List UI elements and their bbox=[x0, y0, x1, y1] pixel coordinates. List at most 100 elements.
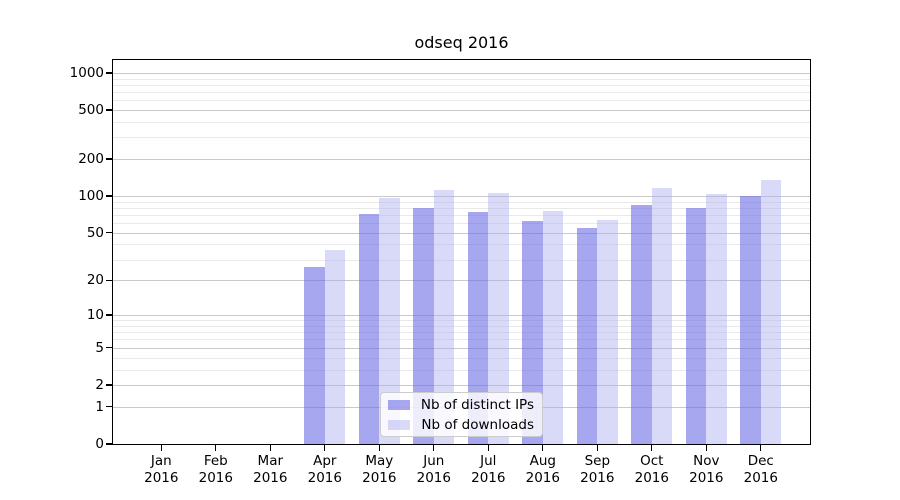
y-tick-label-1: 1 bbox=[95, 398, 104, 415]
bar-distinct-ips-jun bbox=[413, 207, 434, 444]
legend-row-distinct-ips: Nb of distinct IPs bbox=[388, 397, 534, 413]
y-gridline-major bbox=[113, 72, 810, 74]
y-tick-label-5: 5 bbox=[95, 339, 104, 356]
x-tick-year: 2016 bbox=[144, 469, 179, 486]
y-tick-mark bbox=[106, 279, 113, 282]
y-gridline-minor bbox=[113, 100, 810, 102]
x-tick-year: 2016 bbox=[253, 469, 288, 486]
bar-downloads-nov bbox=[706, 194, 727, 444]
y-tick-label-2: 2 bbox=[95, 376, 104, 393]
y-tick-mark bbox=[106, 443, 113, 445]
x-tick-year: 2016 bbox=[525, 469, 560, 486]
x-tick-label-jun: Jun 2016 bbox=[402, 453, 466, 486]
x-tick-label-mar: Mar 2016 bbox=[238, 453, 302, 486]
bar-downloads-oct bbox=[651, 188, 673, 444]
x-tick-label-nov: Nov 2016 bbox=[674, 453, 738, 486]
y-gridline-major bbox=[113, 232, 810, 234]
x-tick-label-apr: Apr 2016 bbox=[293, 453, 357, 486]
y-tick-mark bbox=[106, 406, 113, 408]
x-tick-year: 2016 bbox=[580, 469, 615, 486]
y-tick-mark bbox=[106, 72, 113, 74]
y-gridline-major bbox=[113, 347, 810, 349]
y-gridline-minor bbox=[113, 339, 810, 341]
y-tick-mark bbox=[106, 232, 113, 234]
x-tick-label-aug: Aug 2016 bbox=[511, 453, 575, 486]
y-tick-label-1000: 1000 bbox=[69, 64, 104, 81]
y-gridline-major bbox=[113, 159, 810, 161]
y-gridline-minor bbox=[113, 332, 810, 334]
x-tick-label-feb: Feb 2016 bbox=[184, 453, 248, 486]
x-tick-mark bbox=[160, 445, 162, 451]
x-tick-mark bbox=[542, 445, 544, 451]
plot-area bbox=[112, 59, 811, 445]
y-tick-label-200: 200 bbox=[78, 151, 104, 168]
x-tick-mark bbox=[378, 445, 380, 451]
y-tick-label-50: 50 bbox=[86, 224, 104, 241]
chart-title: odseq 2016 bbox=[414, 33, 509, 52]
y-tick-mark bbox=[106, 109, 113, 111]
legend-row-downloads: Nb of downloads bbox=[388, 417, 534, 433]
bar-distinct-ips-jul bbox=[467, 212, 489, 444]
x-tick-mark bbox=[324, 445, 326, 451]
legend-label-distinct-ips: Nb of distinct IPs bbox=[420, 396, 534, 413]
y-gridline-major bbox=[113, 110, 810, 112]
y-gridline-minor bbox=[113, 207, 810, 209]
x-tick-year: 2016 bbox=[689, 469, 724, 486]
x-tick-mark bbox=[705, 445, 707, 451]
x-tick-mark bbox=[487, 445, 489, 451]
bar-distinct-ips-oct bbox=[631, 205, 652, 444]
y-gridline-minor bbox=[113, 201, 810, 203]
legend-swatch-distinct-ips bbox=[388, 399, 410, 410]
x-tick-label-jan: Jan 2016 bbox=[129, 453, 193, 486]
bar-downloads-may bbox=[379, 198, 400, 444]
x-tick-mark bbox=[651, 445, 653, 451]
bar-downloads-aug bbox=[542, 210, 564, 444]
y-gridline-minor bbox=[113, 84, 810, 86]
y-gridline-major bbox=[113, 280, 810, 282]
bar-distinct-ips-sep bbox=[576, 227, 598, 444]
x-tick-year: 2016 bbox=[416, 469, 451, 486]
x-tick-mark bbox=[596, 445, 598, 451]
y-tick-mark bbox=[106, 314, 113, 316]
x-tick-mark bbox=[760, 445, 762, 451]
bar-downloads-sep bbox=[597, 219, 618, 444]
y-tick-label-0: 0 bbox=[95, 436, 104, 452]
x-tick-year: 2016 bbox=[362, 469, 397, 486]
legend-swatch-downloads bbox=[388, 419, 410, 430]
y-gridline-minor bbox=[113, 369, 810, 371]
x-tick-label-dec: Dec 2016 bbox=[729, 453, 793, 486]
y-gridline-minor bbox=[113, 259, 810, 261]
bar-downloads-jun bbox=[433, 189, 455, 444]
bar-distinct-ips-dec bbox=[740, 195, 761, 444]
y-gridline-minor bbox=[113, 214, 810, 216]
y-tick-mark bbox=[106, 347, 113, 349]
y-gridline-major bbox=[113, 315, 810, 317]
x-tick-mark bbox=[269, 445, 271, 451]
y-gridline-major bbox=[113, 384, 810, 386]
y-tick-mark bbox=[106, 195, 113, 197]
bar-distinct-ips-apr bbox=[304, 266, 325, 444]
y-gridline-minor bbox=[113, 137, 810, 139]
bar-downloads-jul bbox=[488, 193, 509, 444]
x-tick-year: 2016 bbox=[471, 469, 506, 486]
x-tick-year: 2016 bbox=[307, 469, 342, 486]
y-tick-label-10: 10 bbox=[86, 307, 104, 324]
y-gridline-minor bbox=[113, 91, 810, 93]
y-tick-label-20: 20 bbox=[86, 272, 104, 289]
y-gridline-minor bbox=[113, 223, 810, 225]
x-tick-mark bbox=[215, 445, 217, 451]
y-gridline-minor bbox=[113, 121, 810, 123]
x-tick-label-may: May 2016 bbox=[347, 453, 411, 486]
y-tick-label-500: 500 bbox=[78, 102, 104, 119]
x-tick-year: 2016 bbox=[743, 469, 778, 486]
bar-downloads-dec bbox=[760, 180, 782, 444]
bar-distinct-ips-aug bbox=[522, 220, 543, 444]
bar-distinct-ips-nov bbox=[685, 207, 707, 444]
y-gridline-minor bbox=[113, 78, 810, 80]
x-tick-year: 2016 bbox=[634, 469, 669, 486]
x-tick-label-jul: Jul 2016 bbox=[456, 453, 520, 486]
bar-distinct-ips-may bbox=[358, 213, 380, 444]
x-tick-label-sep: Sep 2016 bbox=[565, 453, 629, 486]
x-tick-mark bbox=[433, 445, 435, 451]
